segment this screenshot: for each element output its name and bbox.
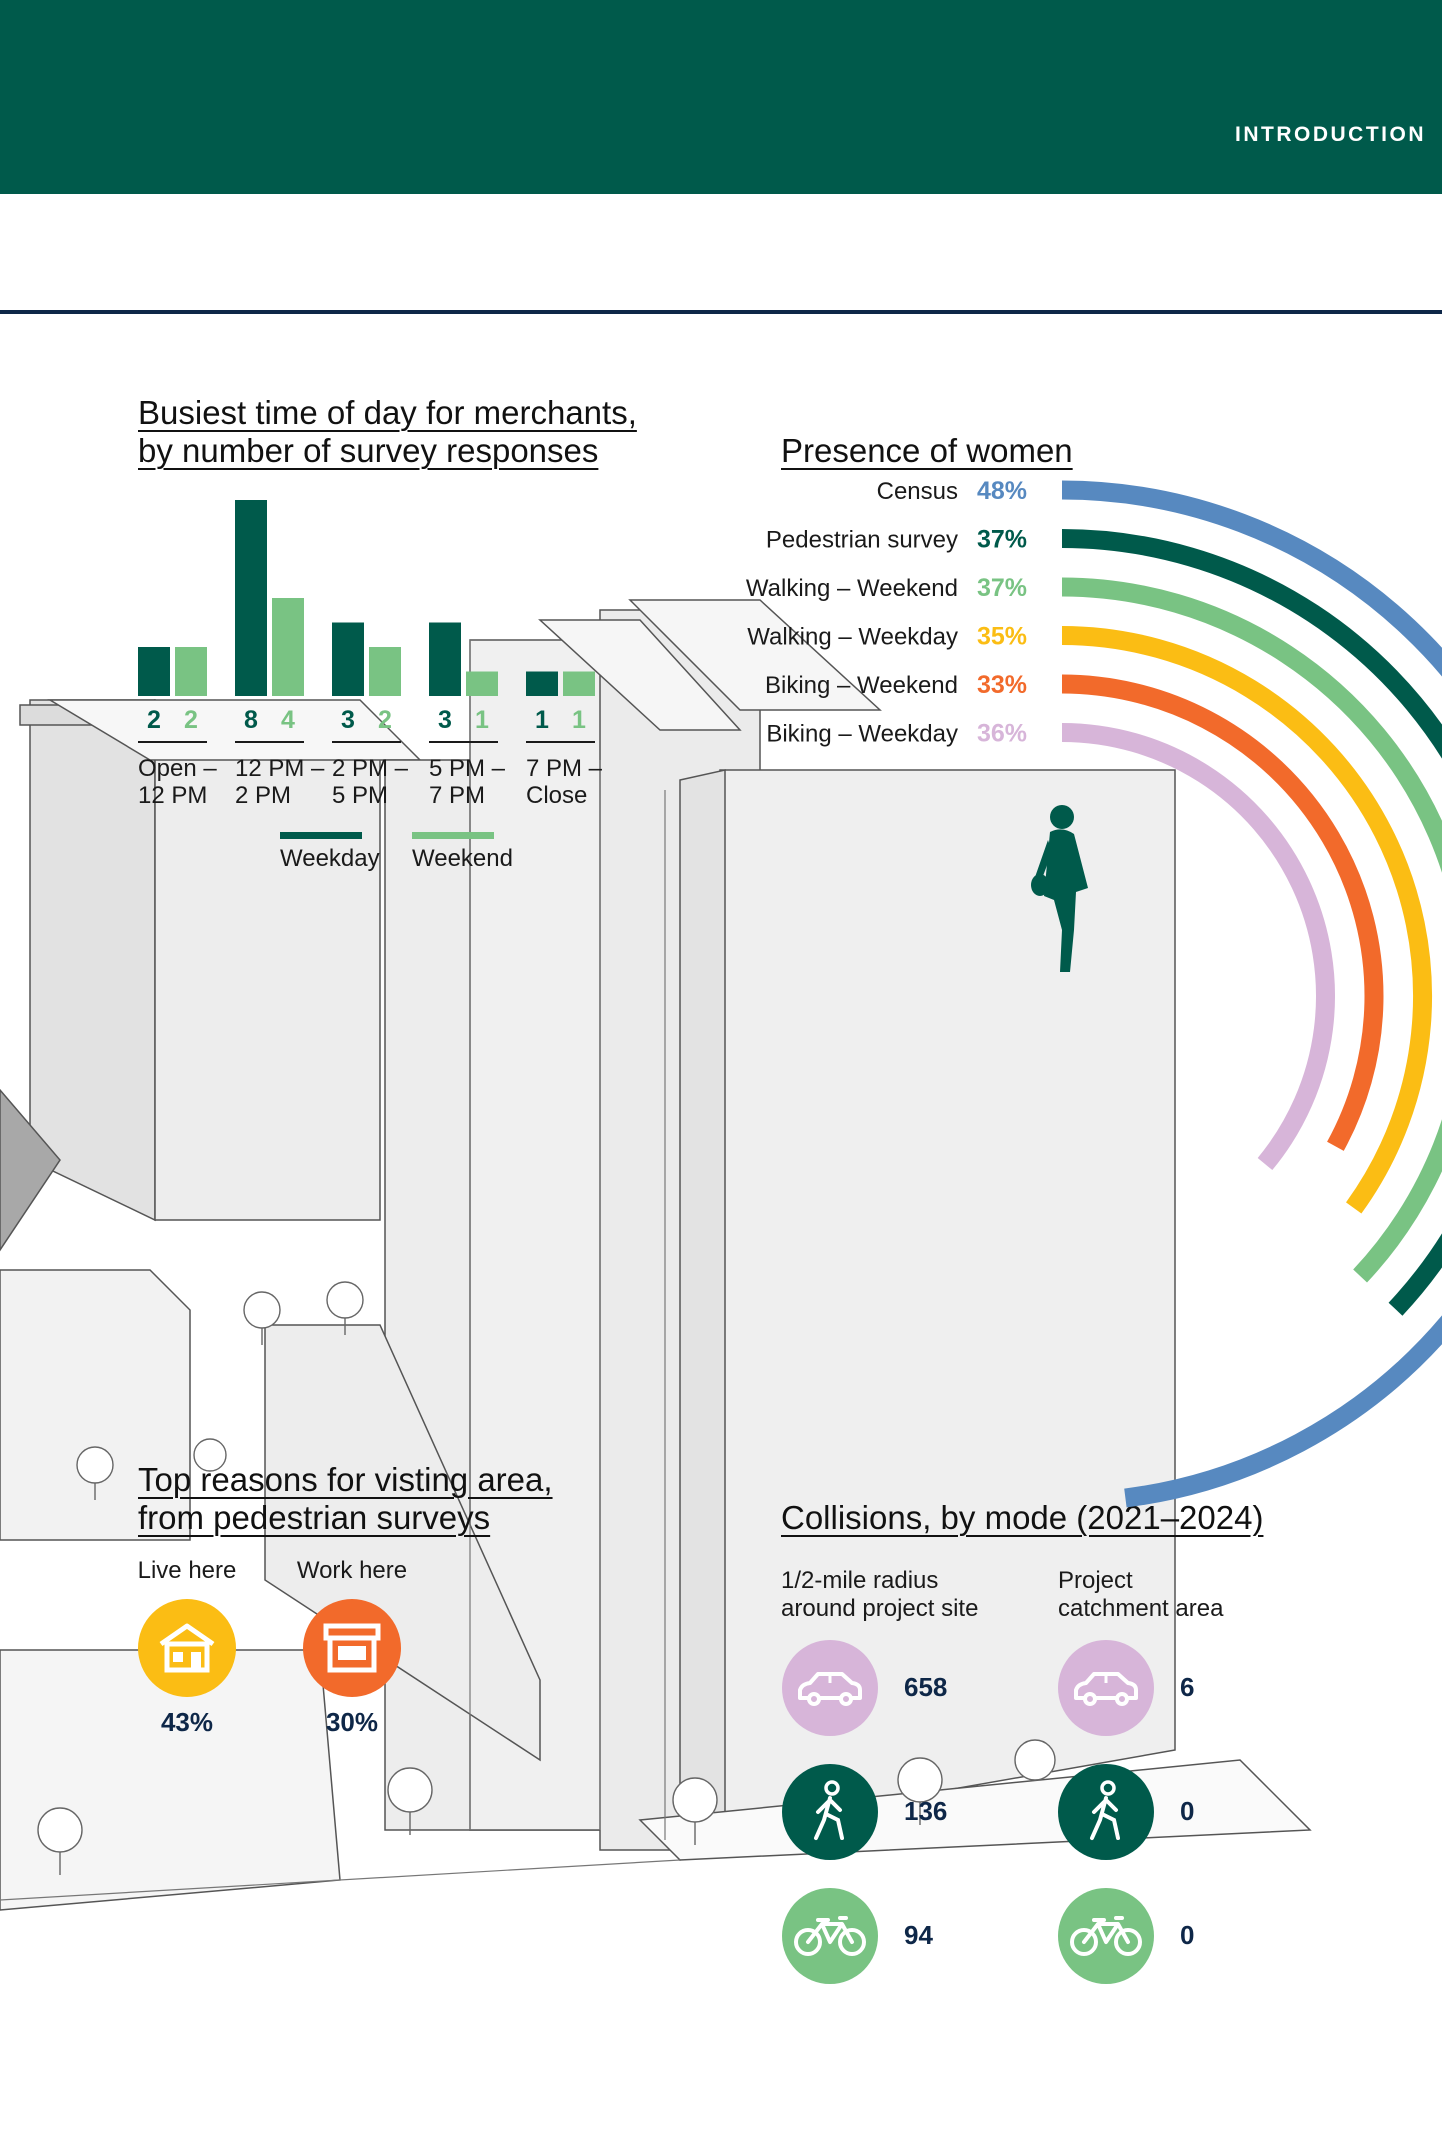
women-value-label: 33%: [977, 671, 1027, 699]
collisions-title: Collisions, by mode (2021–2024): [781, 1499, 1264, 1536]
bar-value-label: 4: [281, 706, 295, 734]
women-value-label: 48%: [977, 477, 1027, 505]
women-category-label: Biking – Weekend: [765, 672, 958, 699]
section-label: INTRODUCTION: [1235, 123, 1426, 146]
bar-weekend-3: [466, 671, 498, 696]
category-label: 12 PM: [138, 782, 207, 809]
category-label: 12 PM –: [235, 755, 325, 782]
bar-weekend-4: [563, 671, 595, 696]
women-value-label: 36%: [977, 720, 1027, 748]
bar-value-label: 2: [378, 706, 392, 734]
pedestrian-icon: [1058, 1764, 1154, 1860]
collisions-col2-header: Project catchment area: [1058, 1567, 1224, 1622]
collision-value-bicycle-radius: 94: [904, 1920, 933, 1950]
bar-weekday-4: [526, 671, 558, 696]
reason-label: Work here: [296, 1557, 408, 1584]
category-label: Close: [526, 782, 587, 809]
reason-value: 43%: [160, 1707, 214, 1737]
women-title: Presence of women: [781, 432, 1073, 469]
women-category-label: Pedestrian survey: [766, 527, 958, 554]
storefront-icon: [303, 1599, 401, 1697]
collision-value-car-catchment: 6: [1180, 1672, 1195, 1702]
category-label: 5 PM –: [429, 755, 506, 782]
category-label: Open –: [138, 755, 217, 782]
bar-value-label: 3: [438, 706, 452, 734]
women-category-label: Biking – Weekday: [766, 721, 958, 748]
collision-value-car-radius: 658: [904, 1672, 948, 1702]
legend-label-weekend: Weekend: [412, 845, 513, 872]
bicycle-icon: [782, 1888, 878, 1984]
reason-value: 30%: [325, 1707, 379, 1737]
reason-live-here: Live here 43%: [107, 1557, 267, 1738]
bar-weekend-1: [272, 598, 304, 696]
reasons-title: Top reasons for visting area, from pedes…: [138, 1461, 553, 1536]
header-band: [0, 0, 1442, 194]
category-label: 2 PM –: [332, 755, 409, 782]
women-value-label: 37%: [977, 526, 1027, 554]
divider-rule: [0, 310, 1442, 314]
car-icon: [782, 1640, 878, 1736]
category-label: 2 PM: [235, 782, 291, 809]
reason-work-here: Work here 30%: [272, 1557, 432, 1738]
bar-weekend-2: [369, 647, 401, 696]
pedestrian-icon: [782, 1764, 878, 1860]
bar-value-label: 1: [475, 706, 489, 734]
bar-weekday-1: [235, 500, 267, 696]
women-arc-1: [1061, 529, 1442, 1316]
legend-swatch-weekend: [412, 832, 494, 839]
women-category-label: Census: [877, 478, 958, 505]
bicycle-icon: [1058, 1888, 1154, 1984]
collisions-col1-header: 1/2-mile radius around project site: [781, 1567, 979, 1622]
women-arc-3: [1061, 626, 1432, 1214]
car-icon: [1058, 1640, 1154, 1736]
house-icon: [138, 1599, 236, 1697]
women-category-label: Walking – Weekday: [747, 624, 958, 651]
bar-value-label: 1: [535, 706, 549, 734]
women-arc-5: [1061, 723, 1335, 1171]
reason-label: Live here: [137, 1557, 237, 1584]
legend-swatch-weekday: [280, 832, 362, 839]
women-value-label: 37%: [977, 574, 1027, 602]
collision-value-bicycle-catchment: 0: [1180, 1920, 1195, 1950]
category-label: 7 PM: [429, 782, 485, 809]
women-value-label: 35%: [977, 623, 1027, 651]
bar-value-label: 8: [244, 706, 258, 734]
category-label: 7 PM –: [526, 755, 603, 782]
legend-label-weekday: Weekday: [280, 845, 380, 872]
bar-value-label: 2: [184, 706, 198, 734]
category-label: 5 PM: [332, 782, 388, 809]
women-arc-4: [1061, 674, 1384, 1151]
bar-weekday-0: [138, 647, 170, 696]
women-category-label: Walking – Weekend: [746, 575, 958, 602]
collision-value-pedestrian-radius: 136: [904, 1796, 948, 1826]
bar-value-label: 3: [341, 706, 355, 734]
collision-value-pedestrian-catchment: 0: [1180, 1796, 1195, 1826]
women-arc-2: [1061, 577, 1442, 1283]
bar-weekday-3: [429, 622, 461, 696]
bar-value-label: 1: [572, 706, 586, 734]
busiest-title: Busiest time of day for merchants, by nu…: [138, 394, 637, 469]
woman-silhouette-icon: [1031, 805, 1088, 972]
bar-value-label: 2: [147, 706, 161, 734]
bar-weekend-0: [175, 647, 207, 696]
women-arc-0: [1061, 480, 1442, 1508]
bar-weekday-2: [332, 622, 364, 696]
